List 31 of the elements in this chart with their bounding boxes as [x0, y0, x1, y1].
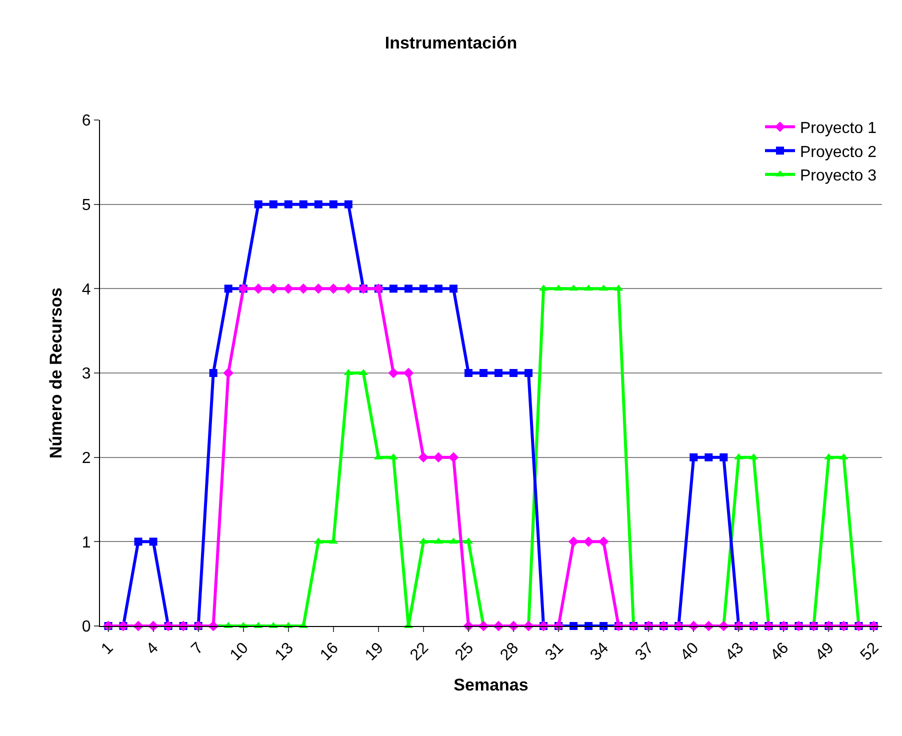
x-tick-label: 28	[497, 640, 522, 664]
x-tick-label: 52	[858, 640, 882, 664]
chart-title: Instrumentación	[384, 34, 518, 53]
x-tick-label: 34	[587, 640, 612, 664]
x-tick-label: 13	[272, 640, 297, 664]
legend-label: Proyecto 2	[800, 144, 877, 161]
x-tick-label: 31	[542, 640, 568, 664]
x-tick-label: 49	[812, 640, 838, 664]
x-tick-label: 40	[678, 640, 702, 664]
legend-label: Proyecto 1	[800, 120, 877, 138]
x-tick-label: 22	[407, 640, 432, 664]
x-tick-label: 43	[722, 640, 748, 664]
y-axis-title: Número de Recursos	[46, 288, 66, 458]
y-tick-label: 0	[82, 618, 91, 636]
x-axis-title: Semanas	[454, 676, 528, 695]
x-tick-label: 16	[317, 640, 342, 664]
x-tick-label: 1	[98, 640, 117, 658]
x-tick-label: 25	[452, 640, 478, 664]
y-tick-label: 2	[82, 450, 91, 467]
x-tick-label: 4	[143, 640, 162, 658]
x-tick-label: 10	[227, 640, 252, 664]
y-tick-label: 6	[82, 112, 91, 130]
y-tick-label: 3	[82, 366, 91, 383]
y-tick-label: 1	[82, 534, 91, 552]
x-tick-label: 37	[632, 640, 658, 664]
x-tick-label: 7	[188, 640, 207, 658]
y-tick-label: 5	[82, 196, 91, 214]
y-tick-label: 4	[82, 281, 91, 298]
legend-label: Proyecto 3	[800, 168, 877, 185]
x-tick-label: 46	[768, 640, 792, 664]
x-tick-label: 19	[362, 640, 387, 664]
